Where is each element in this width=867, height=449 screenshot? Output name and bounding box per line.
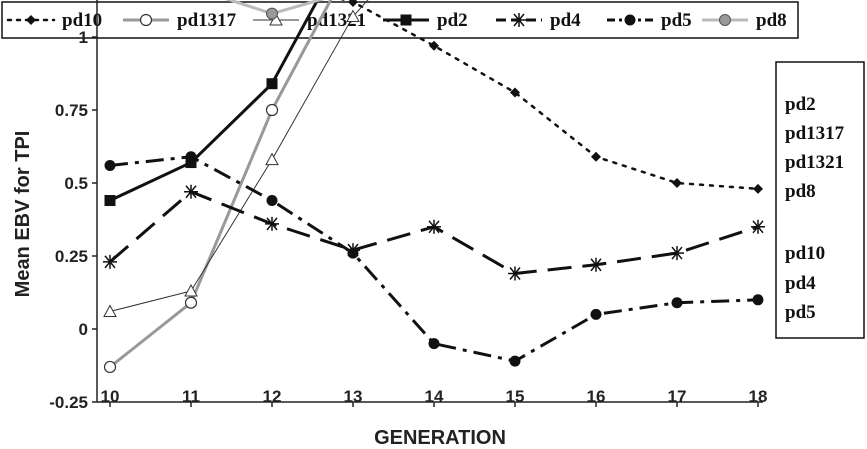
data-point-pd5 bbox=[266, 195, 278, 207]
legend-label: pd5 bbox=[661, 10, 692, 31]
y-tick-label: 0.5 bbox=[64, 174, 88, 193]
data-point-pd2 bbox=[104, 195, 116, 207]
side-label-pd1321: pd1321 bbox=[785, 152, 844, 173]
x-tick-label: 15 bbox=[506, 387, 525, 406]
legend-marker bbox=[139, 13, 153, 27]
data-point-pd10 bbox=[429, 40, 439, 51]
data-point-pd4 bbox=[589, 257, 603, 272]
legend-label: pd8 bbox=[756, 10, 787, 31]
legend-marker bbox=[624, 14, 636, 26]
data-point-pd5 bbox=[509, 355, 521, 367]
side-label-pd1317: pd1317 bbox=[785, 123, 845, 144]
y-tick-label: 0.25 bbox=[55, 247, 88, 266]
data-point-pd4 bbox=[670, 246, 684, 261]
series-markers bbox=[103, 0, 765, 374]
x-tick-label: 10 bbox=[101, 387, 120, 406]
data-point-pd10 bbox=[510, 87, 520, 98]
data-point-pd2 bbox=[185, 157, 197, 169]
side-label-pd4: pd4 bbox=[785, 273, 816, 294]
data-point-pd1317 bbox=[184, 296, 198, 309]
legend-marker bbox=[26, 15, 36, 25]
data-point-pd1321 bbox=[346, 9, 360, 23]
data-point-pd1317 bbox=[265, 103, 279, 117]
data-point-pd1321 bbox=[103, 304, 117, 317]
y-tick-label: 0 bbox=[79, 320, 88, 339]
legend-item-pd4: pd4 bbox=[496, 10, 581, 31]
side-label-panel: pd2 pd1317 pd1321 pd8 pd10 pd4 pd5 bbox=[775, 61, 865, 339]
data-point-pd5 bbox=[752, 294, 764, 306]
data-point-pd10 bbox=[591, 151, 601, 162]
data-point-pd4 bbox=[508, 266, 522, 281]
legend-label: pd1317 bbox=[177, 10, 237, 31]
data-point-pd5 bbox=[347, 247, 359, 259]
data-point-pd8 bbox=[266, 7, 278, 20]
side-label-pd8: pd8 bbox=[785, 181, 816, 202]
side-label-pd5: pd5 bbox=[785, 302, 816, 323]
x-tick-label: 11 bbox=[182, 387, 200, 406]
legend-item-pd2: pd2 bbox=[383, 10, 468, 31]
data-point-pd1321 bbox=[265, 152, 279, 166]
x-tick-label: 17 bbox=[668, 387, 687, 406]
data-point-pd5 bbox=[428, 338, 440, 350]
x-tick-label: 13 bbox=[344, 387, 363, 406]
series-line-pd1321 bbox=[109, 0, 369, 312]
data-point-pd4 bbox=[427, 219, 441, 234]
x-tick-label: 16 bbox=[587, 387, 606, 406]
x-tick-label: 18 bbox=[749, 387, 768, 406]
data-point-pd1321 bbox=[184, 283, 198, 297]
series-line-pd1317 bbox=[109, 0, 333, 369]
legend-item-pd10: pd10 bbox=[6, 10, 102, 31]
x-tick-label: 14 bbox=[425, 387, 444, 406]
x-axis-label: GENERATION bbox=[374, 427, 506, 449]
legend-marker bbox=[719, 14, 731, 26]
y-tick-label: 1 bbox=[79, 28, 88, 47]
legend-item-pd1317: pd1317 bbox=[123, 10, 237, 31]
x-tick-label: 12 bbox=[263, 387, 282, 406]
legend: pd10 pd1317 pd1321 pd2 pd4 pd5 pd8 bbox=[1, 1, 799, 39]
legend-box bbox=[1, 1, 799, 39]
series-line-pd2 bbox=[109, 0, 320, 202]
legend-label: pd10 bbox=[62, 10, 102, 31]
data-point-pd4 bbox=[751, 219, 765, 234]
data-point-pd10 bbox=[348, 0, 358, 7]
data-point-pd1317 bbox=[103, 360, 117, 374]
side-label-box bbox=[775, 61, 865, 339]
data-point-pd4 bbox=[184, 184, 198, 199]
y-tick-label: 0.75 bbox=[55, 101, 88, 120]
data-point-pd10 bbox=[672, 178, 682, 188]
data-point-pd5 bbox=[590, 308, 602, 320]
data-point-pd5 bbox=[104, 159, 116, 171]
axes: -0.2500.250.50.7511.251.51.7510111213141… bbox=[49, 0, 767, 412]
legend-label: pd4 bbox=[550, 10, 581, 31]
side-label-pd10: pd10 bbox=[785, 243, 825, 264]
y-axis-label: Mean EBV for TPI bbox=[12, 131, 34, 298]
legend-marker bbox=[512, 13, 526, 27]
y-tick-label: -0.25 bbox=[49, 393, 88, 412]
data-point-pd2 bbox=[266, 78, 278, 90]
legend-label: pd2 bbox=[437, 10, 468, 31]
series-line-pd5 bbox=[109, 155, 759, 363]
data-point-pd4 bbox=[103, 254, 117, 269]
data-point-pd5 bbox=[185, 151, 197, 163]
legend-item-pd5: pd5 bbox=[607, 10, 692, 31]
data-point-pd10 bbox=[753, 183, 763, 194]
side-label-pd2: pd2 bbox=[785, 94, 816, 115]
legend-item-pd8: pd8 bbox=[702, 10, 787, 31]
legend-marker bbox=[400, 14, 412, 26]
series-lines bbox=[109, 0, 760, 369]
data-point-pd5 bbox=[671, 297, 683, 309]
data-point-pd4 bbox=[265, 216, 279, 231]
